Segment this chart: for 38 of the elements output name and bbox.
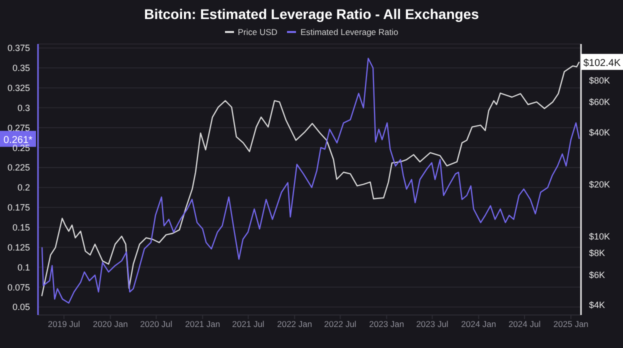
y2-tick-label: $6K [589,270,606,280]
y-tick-label: 0.2 [17,182,30,193]
y2-tick-label: $10K [589,231,610,242]
y2-tick-label: $60K [589,97,610,108]
y2-tick-label: $80K [589,76,610,86]
legend-label: Estimated Leverage Ratio [300,27,398,37]
y-tick-label: 0.1 [17,262,30,272]
text: 0.261* [4,134,33,146]
y-tick-label: 0.325 [7,83,30,94]
y-tick-label: 0.375 [7,43,30,54]
x-tick-label: 2020 Jan [92,319,128,330]
x-tick-label: 2023 Jan [369,319,404,330]
y-tick-label: 0.275 [7,122,30,133]
y-tick-label: 0.35 [12,63,30,74]
x-tick-label: 2019 Jul [48,319,80,330]
y-tick-label: 0.125 [7,242,30,252]
y-tick-label: 0.3 [17,102,30,113]
y-tick-label: 0.075 [7,282,30,292]
y-tick-label: 0.225 [7,162,30,173]
x-tick-label: 2024 Jul [508,319,541,330]
x-tick-label: 2021 Jul [232,319,264,330]
x-tick-label: 2022 Jul [324,319,356,330]
x-tick-label: 2025 Jan [553,319,589,330]
text: $102.4K [583,58,621,69]
y2-tick-label: $8K [589,248,606,258]
x-tick-label: 2023 Jul [416,319,448,330]
x-tick-label: 2024 Jan [461,319,496,330]
x-tick-label: 2022 Jan [277,319,312,330]
y-tick-label: 0.05 [12,302,30,312]
x-tick-label: 2020 Jul [140,319,172,330]
legend-label: Price USD [238,27,278,37]
y2-tick-label: $4K [589,300,606,310]
chart-title: Bitcoin: Estimated Leverage Ratio - All Exchanges [143,6,480,22]
y2-tick-label: $40K [589,128,610,138]
x-tick-label: 2021 Jan [185,319,220,330]
y-tick-label: 0.15 [12,222,30,233]
y-tick-label: 0.175 [7,202,30,213]
y2-tick-label: $20K [589,180,610,190]
